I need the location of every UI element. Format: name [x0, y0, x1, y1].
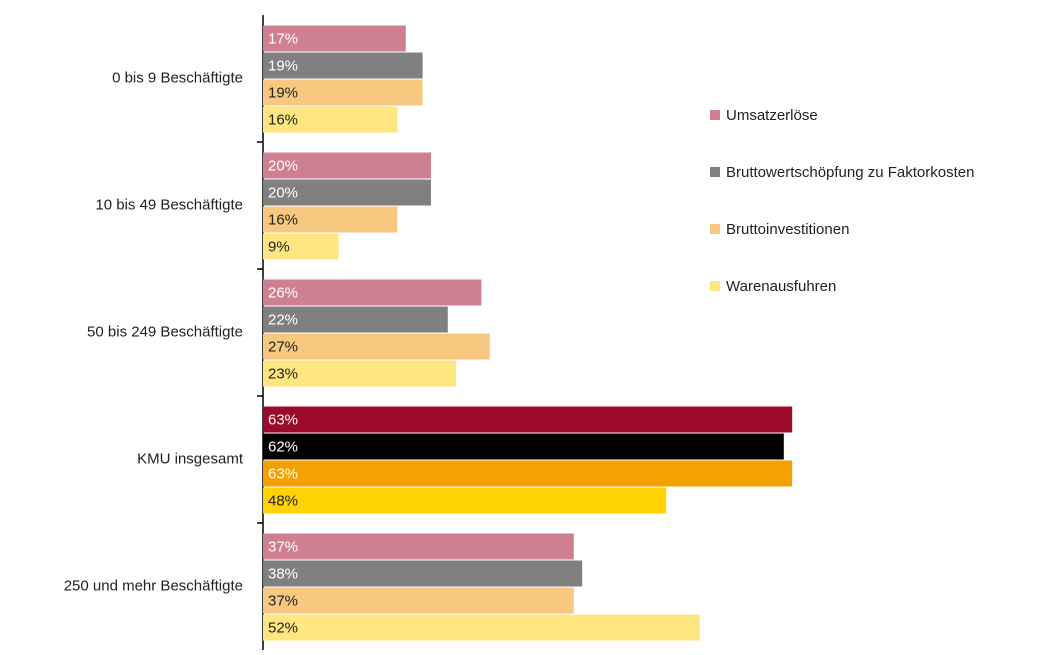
value-label: 37%: [268, 538, 298, 555]
value-label: 26%: [268, 284, 298, 301]
bar: [263, 306, 448, 333]
value-label: 27%: [268, 338, 298, 355]
bar: [263, 179, 431, 206]
bar: [263, 587, 574, 614]
value-label: 20%: [268, 157, 298, 174]
bar: [263, 333, 490, 360]
category-label: 50 bis 249 Beschäftigte: [87, 323, 243, 340]
legend-label: Umsatzerlöse: [726, 107, 818, 124]
category-label: 250 und mehr Beschäftigte: [64, 577, 243, 594]
value-label: 19%: [268, 57, 298, 74]
legend-swatch: [710, 281, 720, 291]
category-label: KMU insgesamt: [137, 450, 244, 467]
bar: [263, 233, 339, 260]
legend-label: Bruttoinvestitionen: [726, 221, 849, 238]
bar: [263, 614, 700, 641]
bar: [263, 106, 398, 133]
bar: [263, 52, 423, 79]
value-label: 62%: [268, 438, 298, 455]
bar: [263, 25, 406, 52]
bar: [263, 560, 583, 587]
value-label: 19%: [268, 84, 298, 101]
value-label: 16%: [268, 211, 298, 228]
value-label: 9%: [268, 238, 290, 255]
category-label: 0 bis 9 Beschäftigte: [112, 69, 243, 86]
bar: [263, 487, 667, 514]
legend-swatch: [710, 224, 720, 234]
value-label: 37%: [268, 592, 298, 609]
value-label: 63%: [268, 411, 298, 428]
value-label: 63%: [268, 465, 298, 482]
category-label: 10 bis 49 Beschäftigte: [95, 196, 243, 213]
value-label: 48%: [268, 492, 298, 509]
bar: [263, 79, 423, 106]
legend-swatch: [710, 110, 720, 120]
value-label: 38%: [268, 565, 298, 582]
legend-label: Bruttowertschöpfung zu Faktorkosten: [726, 164, 974, 181]
legend-swatch: [710, 167, 720, 177]
legend-label: Warenausfuhren: [726, 278, 836, 295]
value-label: 17%: [268, 30, 298, 47]
bar: [263, 279, 482, 306]
bar: [263, 533, 574, 560]
value-label: 22%: [268, 311, 298, 328]
value-label: 16%: [268, 111, 298, 128]
bar: [263, 433, 784, 460]
value-label: 20%: [268, 184, 298, 201]
bar: [263, 152, 431, 179]
value-label: 52%: [268, 619, 298, 636]
bar: [263, 206, 398, 233]
bar: [263, 360, 457, 387]
value-label: 23%: [268, 365, 298, 382]
bar: [263, 406, 793, 433]
bar: [263, 460, 793, 487]
